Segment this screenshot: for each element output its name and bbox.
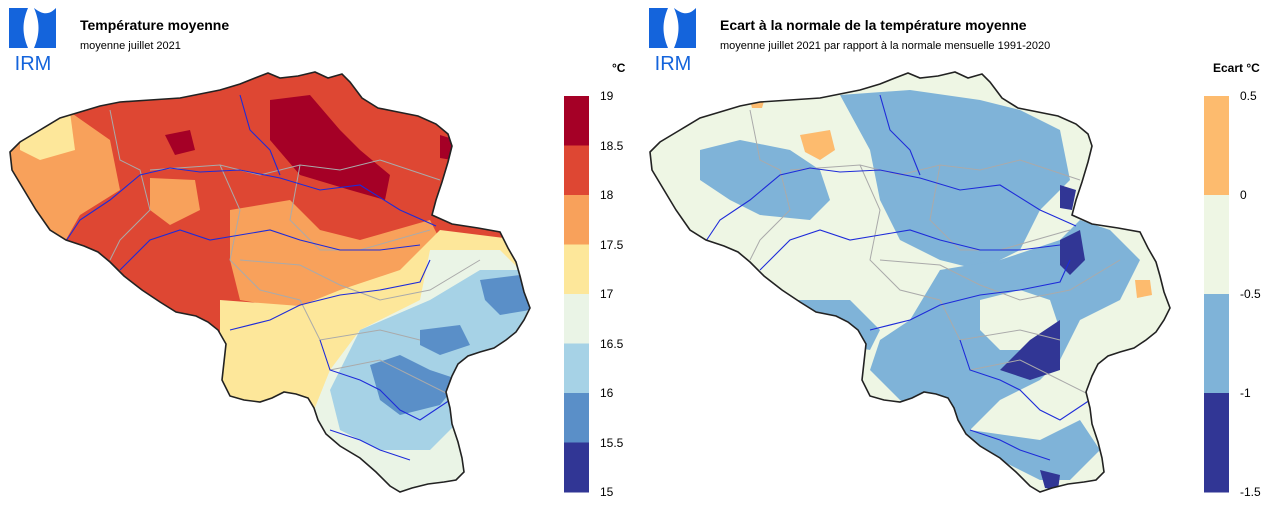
legend-tick: -1.5: [1240, 485, 1261, 499]
legend-swatch: [564, 294, 589, 344]
legend-swatch: [564, 96, 589, 146]
legend-tick: 17: [600, 287, 614, 301]
legend-tick: 17.5: [600, 238, 624, 252]
legend-tick: 19: [600, 89, 614, 103]
legend-swatch: [564, 343, 589, 394]
logo-text: IRM: [655, 53, 692, 74]
legend-tick: 16: [600, 386, 614, 400]
legend-tick: 18.5: [600, 139, 624, 153]
legend-swatch: [564, 442, 589, 493]
irm-logo: IRM: [9, 8, 56, 74]
logo-text: IRM: [15, 53, 52, 74]
legend-swatch: [1204, 195, 1229, 295]
legend-swatches: [564, 96, 589, 493]
legend-tick: 16.5: [600, 337, 624, 351]
map-title: Ecart à la normale de la température moy…: [720, 17, 1027, 33]
legend-swatch: [1204, 294, 1229, 394]
legend-swatch: [564, 244, 589, 295]
legend-tick: -1: [1240, 386, 1251, 400]
legend-swatches: [1204, 96, 1229, 493]
map-title: Température moyenne: [80, 17, 230, 33]
legend-swatch: [564, 145, 589, 196]
anomaly-legend: [1204, 96, 1229, 493]
belgium-anomaly-map: [649, 71, 1171, 493]
legend-unit-label: °C: [612, 61, 626, 75]
legend-swatch: [1204, 393, 1229, 493]
legend-tick: 18: [600, 188, 614, 202]
legend-tick: 15: [600, 485, 614, 499]
temperature-map-panel: IRM Température moyenne moyenne juillet …: [9, 8, 626, 499]
legend-tick: 0: [1240, 188, 1247, 202]
belgium-temperature-map: [9, 71, 531, 493]
legend-swatch: [564, 393, 589, 443]
anomaly-map-panel: IRM Ecart à la normale de la température…: [640, 0, 1280, 507]
map-subtitle: moyenne juillet 2021: [80, 40, 181, 52]
map-subtitle: moyenne juillet 2021 par rapport à la no…: [720, 40, 1051, 52]
legend-tick: 15.5: [600, 436, 624, 450]
legend-swatch: [564, 195, 589, 245]
irm-logo: IRM: [649, 8, 696, 74]
legend-tick: -0.5: [1240, 287, 1261, 301]
legend-tick: 0.5: [1240, 89, 1257, 103]
temperature-legend: [564, 96, 589, 493]
legend-swatch: [1204, 96, 1229, 196]
legend-unit-label: Ecart °C: [1213, 61, 1260, 75]
